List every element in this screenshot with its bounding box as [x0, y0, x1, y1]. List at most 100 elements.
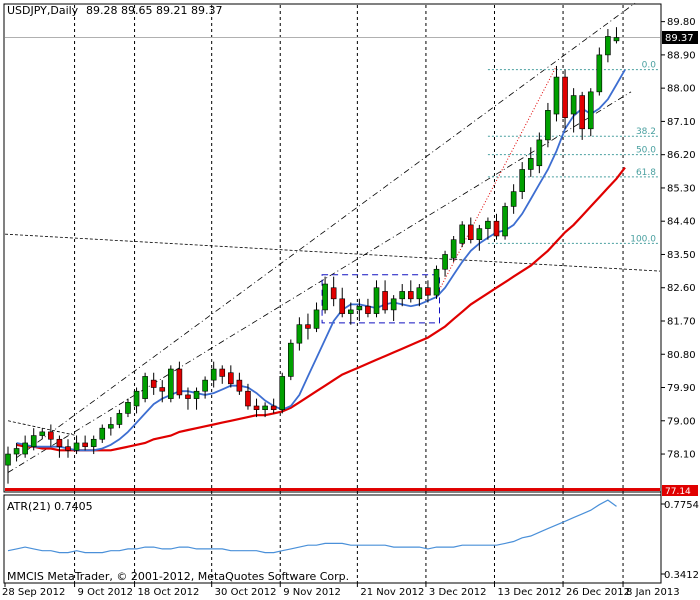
- candle: [22, 435, 28, 458]
- current-price-tag: [662, 31, 698, 44]
- x-tick-label: 13 Dec 2012: [497, 587, 561, 598]
- candle-body: [125, 402, 131, 414]
- channel-lower-line: [7, 91, 632, 473]
- fast-ma-line: [16, 69, 626, 452]
- candle: [133, 387, 140, 414]
- candle-body: [493, 220, 500, 237]
- candle: [519, 162, 526, 200]
- candle-body: [219, 368, 226, 377]
- y-tick-label: 79.90: [667, 383, 696, 394]
- candle: [485, 217, 491, 240]
- candle: [296, 317, 303, 351]
- candle-body: [253, 405, 260, 410]
- candle: [108, 417, 114, 436]
- candle: [159, 380, 166, 403]
- candle-body: [150, 379, 157, 388]
- candle: [510, 184, 517, 214]
- candle-body: [116, 413, 123, 425]
- candle: [73, 435, 80, 455]
- y-tick-label: 86.20: [667, 150, 696, 161]
- candle-body: [313, 309, 320, 329]
- candle: [570, 88, 577, 133]
- atr-line: [7, 499, 617, 554]
- candle: [330, 276, 337, 307]
- candle: [313, 302, 320, 333]
- candle-body: [382, 291, 388, 311]
- candle-body: [142, 376, 148, 399]
- y-tick-label: 84.40: [667, 217, 696, 228]
- candle-body: [579, 95, 585, 130]
- candle: [373, 280, 380, 318]
- candle-body: [228, 372, 234, 385]
- candle: [613, 27, 620, 44]
- atr-label: ATR(21) 0.7405: [7, 500, 93, 513]
- candle-body: [236, 379, 243, 392]
- candle: [116, 409, 123, 429]
- candle-body: [39, 431, 46, 436]
- candle: [450, 235, 457, 262]
- candle-body: [373, 287, 380, 314]
- candle: [82, 435, 88, 451]
- candle: [288, 339, 294, 381]
- fib-label: 0.0: [642, 61, 657, 71]
- fib-label: 38.2: [636, 127, 656, 137]
- candle: [30, 428, 37, 451]
- candle-body: [56, 438, 63, 447]
- y-tick-label: 87.10: [667, 117, 696, 128]
- candle: [5, 446, 11, 484]
- candle: [193, 387, 200, 410]
- candle-body: [279, 376, 286, 410]
- x-tick-label: 8 Jan 2013: [626, 587, 680, 598]
- candle: [279, 372, 286, 414]
- candle-body: [425, 287, 431, 296]
- y-tick-label: 82.60: [667, 283, 696, 294]
- candle: [527, 147, 534, 177]
- fib-label: 61.8: [636, 168, 656, 178]
- candle-body: [365, 305, 371, 314]
- y-tick-label: 89.80: [667, 17, 696, 28]
- candle-body: [570, 95, 577, 115]
- candle-body: [288, 342, 294, 377]
- candle-body: [262, 405, 268, 410]
- candle-body: [193, 390, 200, 399]
- candle-body: [476, 228, 483, 240]
- y-tick-label: 81.70: [667, 316, 696, 327]
- y-tick-label: 85.30: [667, 183, 696, 194]
- candle: [356, 298, 363, 321]
- atr-area: [3, 494, 662, 584]
- candle-body: [536, 139, 543, 167]
- x-tick-label: 26 Dec 2012: [566, 587, 630, 598]
- candle-body: [527, 158, 534, 170]
- candle-body: [210, 368, 217, 381]
- candle-body: [339, 298, 346, 314]
- y-tick-label: 79.00: [667, 416, 696, 427]
- current-price-label: 89.37: [665, 33, 694, 44]
- candle-body: [433, 268, 440, 296]
- candle: [425, 280, 431, 303]
- candle-body: [90, 438, 97, 447]
- candle: [493, 213, 500, 240]
- channel-upper-line: [16, 2, 636, 459]
- y-tick-label: 78.10: [667, 450, 696, 461]
- atr-scale-top: 0.7754: [664, 500, 699, 511]
- support-price-tag: [662, 485, 698, 496]
- candle-body: [562, 76, 568, 119]
- candle: [168, 365, 174, 403]
- candle-body: [442, 254, 448, 270]
- x-tick-label: 3 Dec 2012: [429, 587, 487, 598]
- candle: [467, 217, 474, 244]
- candle-body: [510, 191, 517, 207]
- candle: [347, 302, 354, 325]
- candle-body: [65, 446, 71, 451]
- candle-body: [553, 76, 560, 115]
- candle: [210, 361, 217, 388]
- candle: [562, 69, 568, 129]
- candle-body: [605, 36, 611, 56]
- candle: [236, 372, 243, 395]
- ohlc-label: 89.28 89.65 89.21 89.37: [86, 4, 222, 17]
- symbol-label: USDJPY,Daily: [7, 4, 79, 17]
- candle: [228, 365, 234, 388]
- candle-body: [108, 424, 114, 429]
- y-tick-label: 88.90: [667, 50, 696, 61]
